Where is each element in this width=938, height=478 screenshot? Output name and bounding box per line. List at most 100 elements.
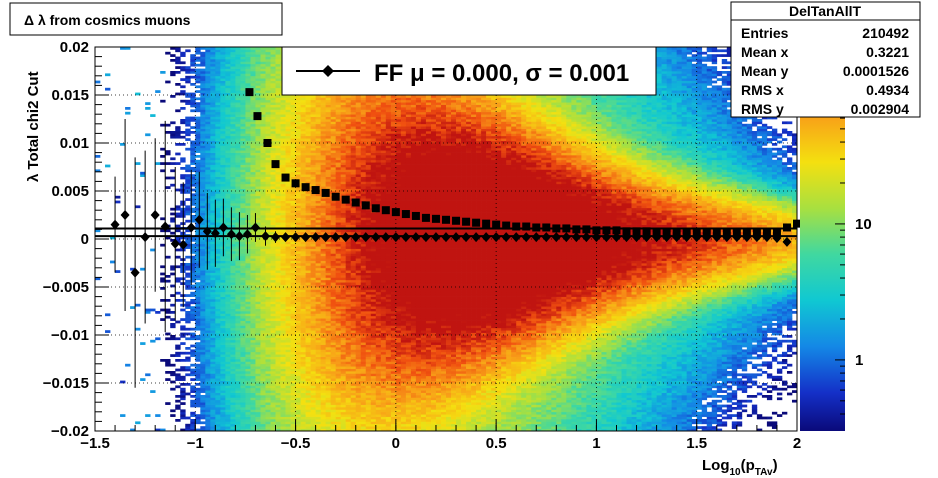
heatmap-cell xyxy=(205,68,211,72)
heatmap-cell xyxy=(325,383,332,386)
heatmap-cell xyxy=(240,229,246,233)
heatmap-cell xyxy=(145,102,151,105)
heatmap-cell xyxy=(315,253,321,257)
heatmap-cell xyxy=(230,409,236,413)
heatmap-cell xyxy=(225,248,231,252)
heatmap-cell xyxy=(215,47,221,50)
heatmap-cell xyxy=(250,411,256,415)
heatmap-cell xyxy=(235,66,241,69)
heatmap-cell xyxy=(215,131,221,134)
heatmap-cell xyxy=(330,164,337,168)
heatmap-cell xyxy=(190,95,196,98)
heatmap-cell xyxy=(300,162,306,165)
heatmap-cell xyxy=(220,104,226,108)
heatmap-cell xyxy=(320,421,326,425)
heatmap-cell xyxy=(245,222,251,225)
heatmap-cell xyxy=(280,416,286,420)
heatmap-cell xyxy=(255,277,261,281)
heatmap-cell xyxy=(165,123,171,127)
heatmap-cell xyxy=(235,351,241,355)
heatmap-cell xyxy=(285,335,291,338)
heatmap-cell xyxy=(280,339,286,343)
heatmap-cell xyxy=(300,275,306,278)
heatmap-cell xyxy=(315,428,321,432)
heatmap-cell xyxy=(305,296,311,300)
heatmap-cell xyxy=(190,349,196,353)
heatmap-cell xyxy=(220,143,226,146)
heatmap-cell xyxy=(245,71,251,74)
heatmap-cell xyxy=(320,133,326,137)
heatmap-cell xyxy=(255,253,261,257)
heatmap-cell xyxy=(250,51,256,55)
heatmap-cell xyxy=(285,246,291,249)
heatmap-cell xyxy=(270,150,276,153)
heatmap-cell xyxy=(300,371,306,374)
heatmap-cell xyxy=(135,92,141,96)
heatmap-cell xyxy=(335,239,342,242)
heatmap-cell xyxy=(280,368,286,372)
heatmap-cell xyxy=(315,279,321,283)
heatmap-cell xyxy=(260,51,266,55)
heatmap-cell xyxy=(270,176,276,180)
heatmap-cell xyxy=(240,356,246,360)
heatmap-cell xyxy=(330,349,337,353)
heatmap-cell xyxy=(275,217,281,221)
heatmap-cell xyxy=(250,85,256,89)
heatmap-cell xyxy=(200,126,206,129)
heatmap-cell xyxy=(310,97,316,101)
heatmap-cell xyxy=(290,99,296,103)
heatmap-cell xyxy=(200,147,206,151)
heatmap-cell xyxy=(310,176,316,180)
heatmap-cell xyxy=(320,339,326,343)
heatmap-cell xyxy=(300,383,306,386)
heatmap-cell xyxy=(285,119,291,122)
heatmap-cell xyxy=(305,390,311,393)
heatmap-cell xyxy=(255,306,261,309)
heatmap-cell xyxy=(245,359,251,362)
heatmap-cell xyxy=(315,318,321,321)
heatmap-cell xyxy=(230,71,236,74)
heatmap-cell xyxy=(230,356,236,360)
heatmap-cell xyxy=(265,263,271,266)
heatmap-cell xyxy=(260,133,266,137)
heatmap-cell xyxy=(220,282,226,285)
heatmap-cell xyxy=(290,143,296,146)
heatmap-cell xyxy=(310,347,316,350)
heatmap-cell xyxy=(285,258,291,261)
heatmap-cell xyxy=(180,428,186,432)
heatmap-cell xyxy=(300,145,306,149)
heatmap-cell xyxy=(220,363,226,367)
heatmap-cell xyxy=(320,308,326,312)
heatmap-cell xyxy=(255,222,261,225)
heatmap-cell xyxy=(310,318,316,321)
heatmap-cell xyxy=(315,147,321,151)
heatmap-cell xyxy=(305,299,311,302)
heatmap-cell xyxy=(290,241,296,245)
heatmap-cell xyxy=(225,409,231,413)
heatmap-cell xyxy=(185,131,191,134)
heatmap-cell xyxy=(285,325,291,329)
heatmap-cell xyxy=(310,315,316,319)
heatmap-cell xyxy=(165,361,171,365)
heatmap-cell xyxy=(200,116,206,120)
heatmap-cell xyxy=(210,339,216,343)
heatmap-cell xyxy=(250,167,256,170)
heatmap-cell xyxy=(250,356,256,360)
heatmap-cell xyxy=(215,147,221,151)
heatmap-cell xyxy=(275,308,281,312)
heatmap-cell xyxy=(295,272,301,276)
heatmap-cell xyxy=(225,164,231,168)
heatmap-cell xyxy=(210,200,216,204)
heatmap-cell xyxy=(230,143,236,146)
heatmap-cell xyxy=(245,385,251,389)
heatmap-cell xyxy=(320,279,326,283)
heatmap-cell xyxy=(330,423,337,427)
heatmap-cell xyxy=(330,212,337,216)
heatmap-cell xyxy=(260,287,266,290)
heatmap-cell xyxy=(310,239,316,242)
heatmap-cell xyxy=(290,171,296,175)
heatmap-cell xyxy=(325,145,332,149)
heatmap-cell xyxy=(115,195,121,199)
heatmap-cell xyxy=(195,162,201,165)
heatmap-cell xyxy=(305,284,311,288)
